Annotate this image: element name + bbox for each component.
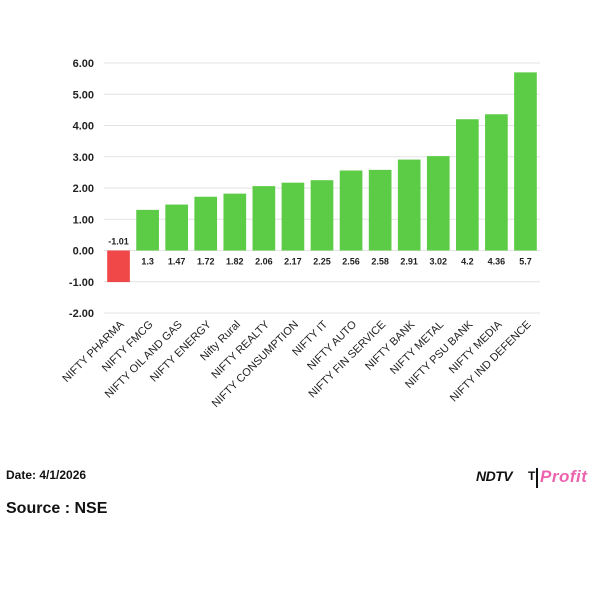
data-label: 3.02: [430, 257, 448, 267]
bar: [514, 72, 537, 251]
bars: [107, 72, 537, 283]
bar: [194, 196, 218, 251]
brand-divider: [536, 468, 538, 488]
data-label: 1.82: [226, 257, 244, 267]
data-label: 2.25: [313, 257, 331, 267]
time-label: T: [528, 469, 536, 483]
data-label: 2.06: [255, 257, 273, 267]
y-tick-label: 1.00: [73, 214, 94, 226]
bar: [368, 169, 392, 251]
data-label: 2.17: [284, 257, 302, 267]
bar: [281, 182, 305, 251]
data-label: 1.47: [168, 257, 186, 267]
date-label: Date: 4/1/2026: [6, 468, 87, 482]
data-label: 1.72: [197, 257, 215, 267]
bar: [485, 114, 508, 251]
y-tick-label: 6.00: [73, 58, 94, 70]
data-label: 4.36: [488, 257, 506, 267]
bar: [165, 204, 189, 251]
data-label: -1.01: [108, 237, 129, 247]
bar: [426, 156, 450, 251]
bar: [252, 186, 276, 251]
y-tick-label: 5.00: [73, 89, 94, 101]
data-label: 2.91: [400, 257, 418, 267]
y-tick-label: 3.00: [73, 152, 94, 164]
bar: [455, 119, 479, 251]
bar: [223, 193, 247, 251]
bar: [136, 209, 159, 251]
data-label: 2.56: [342, 257, 360, 267]
bar: [107, 250, 130, 283]
bar: [339, 170, 363, 251]
data-label: 4.2: [461, 257, 474, 267]
brand-ndtv-text: NDTV: [476, 468, 513, 484]
y-tick-label: -2.00: [69, 308, 94, 320]
bar-chart: 6.00 5.00 4.00 3.00 2.00 1.00 0.00 -1.00 -2.00 -…: [60, 58, 540, 410]
y-tick-label: 4.00: [73, 121, 94, 133]
data-labels: -1.01 1.3 1.47 1.72 1.82 2.06 2.17 2.25 2.56 2.58…: [108, 237, 531, 267]
y-tick-label: 2.00: [73, 183, 94, 195]
data-label: 5.7: [519, 257, 532, 267]
y-tick-label: 0.00: [73, 246, 94, 258]
y-tick-label: -1.00: [69, 277, 94, 289]
bar: [310, 180, 334, 251]
data-label: 2.58: [371, 257, 389, 267]
source-label: Source : NSE: [6, 500, 108, 517]
bar: [397, 159, 421, 251]
ndtv-profit-logo: NDTV T Profit: [476, 467, 600, 490]
data-label: 1.3: [141, 257, 154, 267]
brand-profit-text: Profit: [540, 467, 588, 486]
y-axis-ticks: 6.00 5.00 4.00 3.00 2.00 1.00 0.00 -1.00 -2.00: [69, 58, 94, 320]
